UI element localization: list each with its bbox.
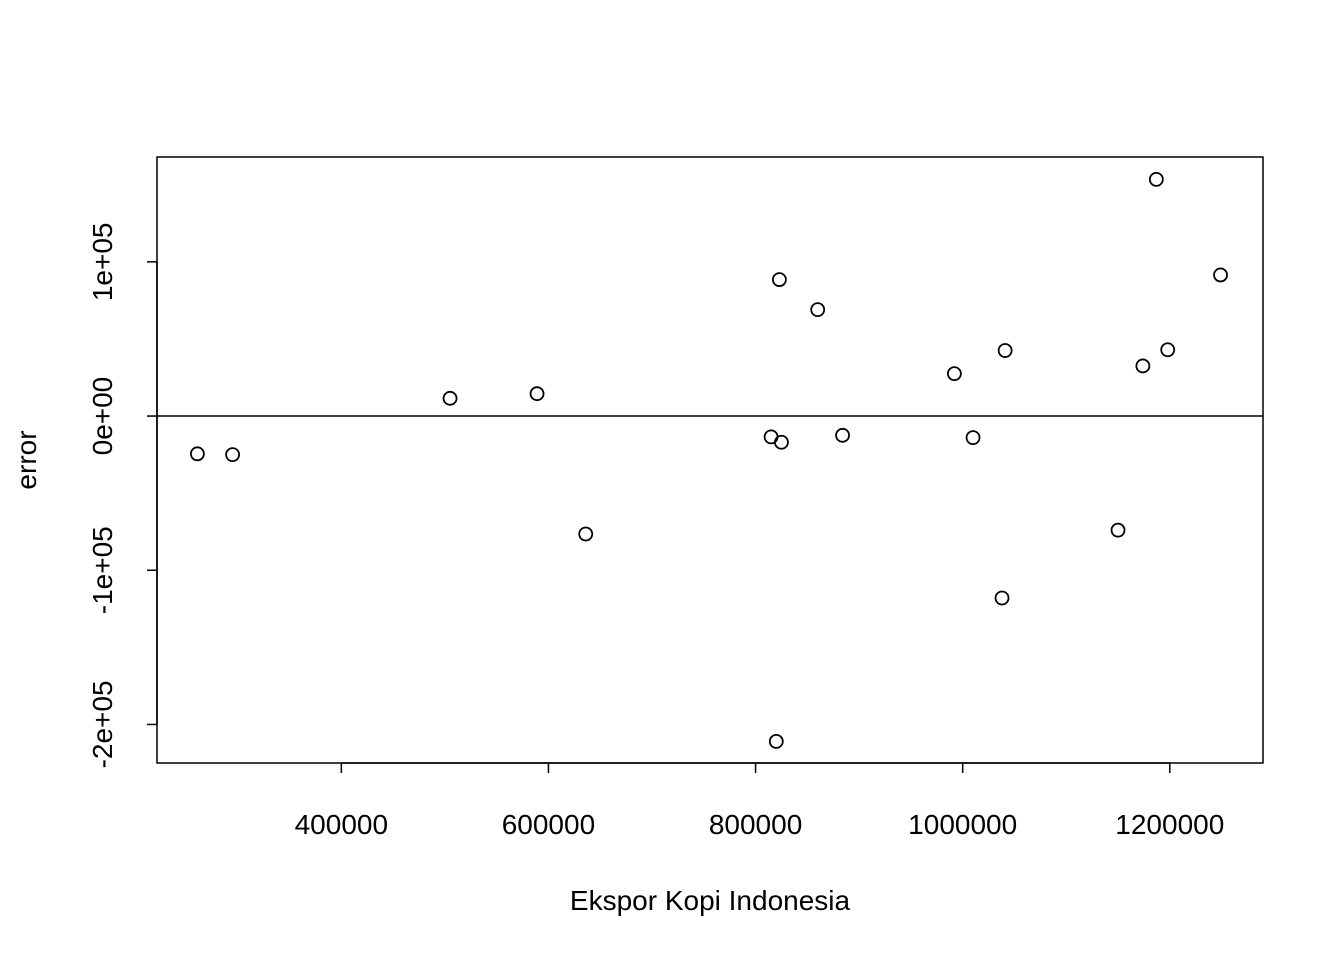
y-tick-label: -1e+05: [87, 526, 118, 614]
x-tick-label: 1000000: [908, 809, 1017, 840]
data-points: [189, 171, 1228, 749]
y-tick-label: 0e+00: [87, 377, 118, 456]
x-tick-label: 600000: [502, 809, 595, 840]
data-point: [189, 446, 205, 462]
data-point: [768, 734, 784, 749]
data-point: [1213, 267, 1228, 283]
data-point: [1110, 522, 1126, 538]
data-point: [997, 343, 1013, 358]
data-point: [965, 430, 981, 446]
x-axis-title: Ekspor Kopi Indonesia: [570, 885, 851, 916]
data-point: [225, 447, 240, 463]
data-point: [810, 302, 826, 318]
data-point: [774, 434, 789, 450]
x-tick-label: 800000: [709, 809, 802, 840]
y-axis: -2e+05 -1e+05 0e+00 1e+05: [87, 223, 158, 768]
data-point: [578, 526, 594, 542]
y-axis-title: error: [11, 430, 42, 489]
x-axis: 400000 600000 800000 1000000 1200000: [295, 762, 1224, 840]
x-tick-label: 400000: [295, 809, 388, 840]
plot-frame: [156, 156, 1264, 764]
x-tick-label: 1200000: [1115, 809, 1224, 840]
data-point: [835, 427, 850, 443]
data-point: [994, 590, 1010, 606]
y-tick-label: 1e+05: [87, 223, 118, 302]
plot-area: [156, 156, 1264, 764]
data-point: [529, 386, 545, 402]
data-point: [771, 272, 787, 287]
data-point: [1148, 171, 1164, 187]
y-tick-label: -2e+05: [87, 680, 118, 768]
data-point: [1160, 342, 1176, 358]
data-point: [442, 390, 458, 406]
data-point: [1135, 358, 1151, 374]
data-point: [946, 366, 962, 382]
